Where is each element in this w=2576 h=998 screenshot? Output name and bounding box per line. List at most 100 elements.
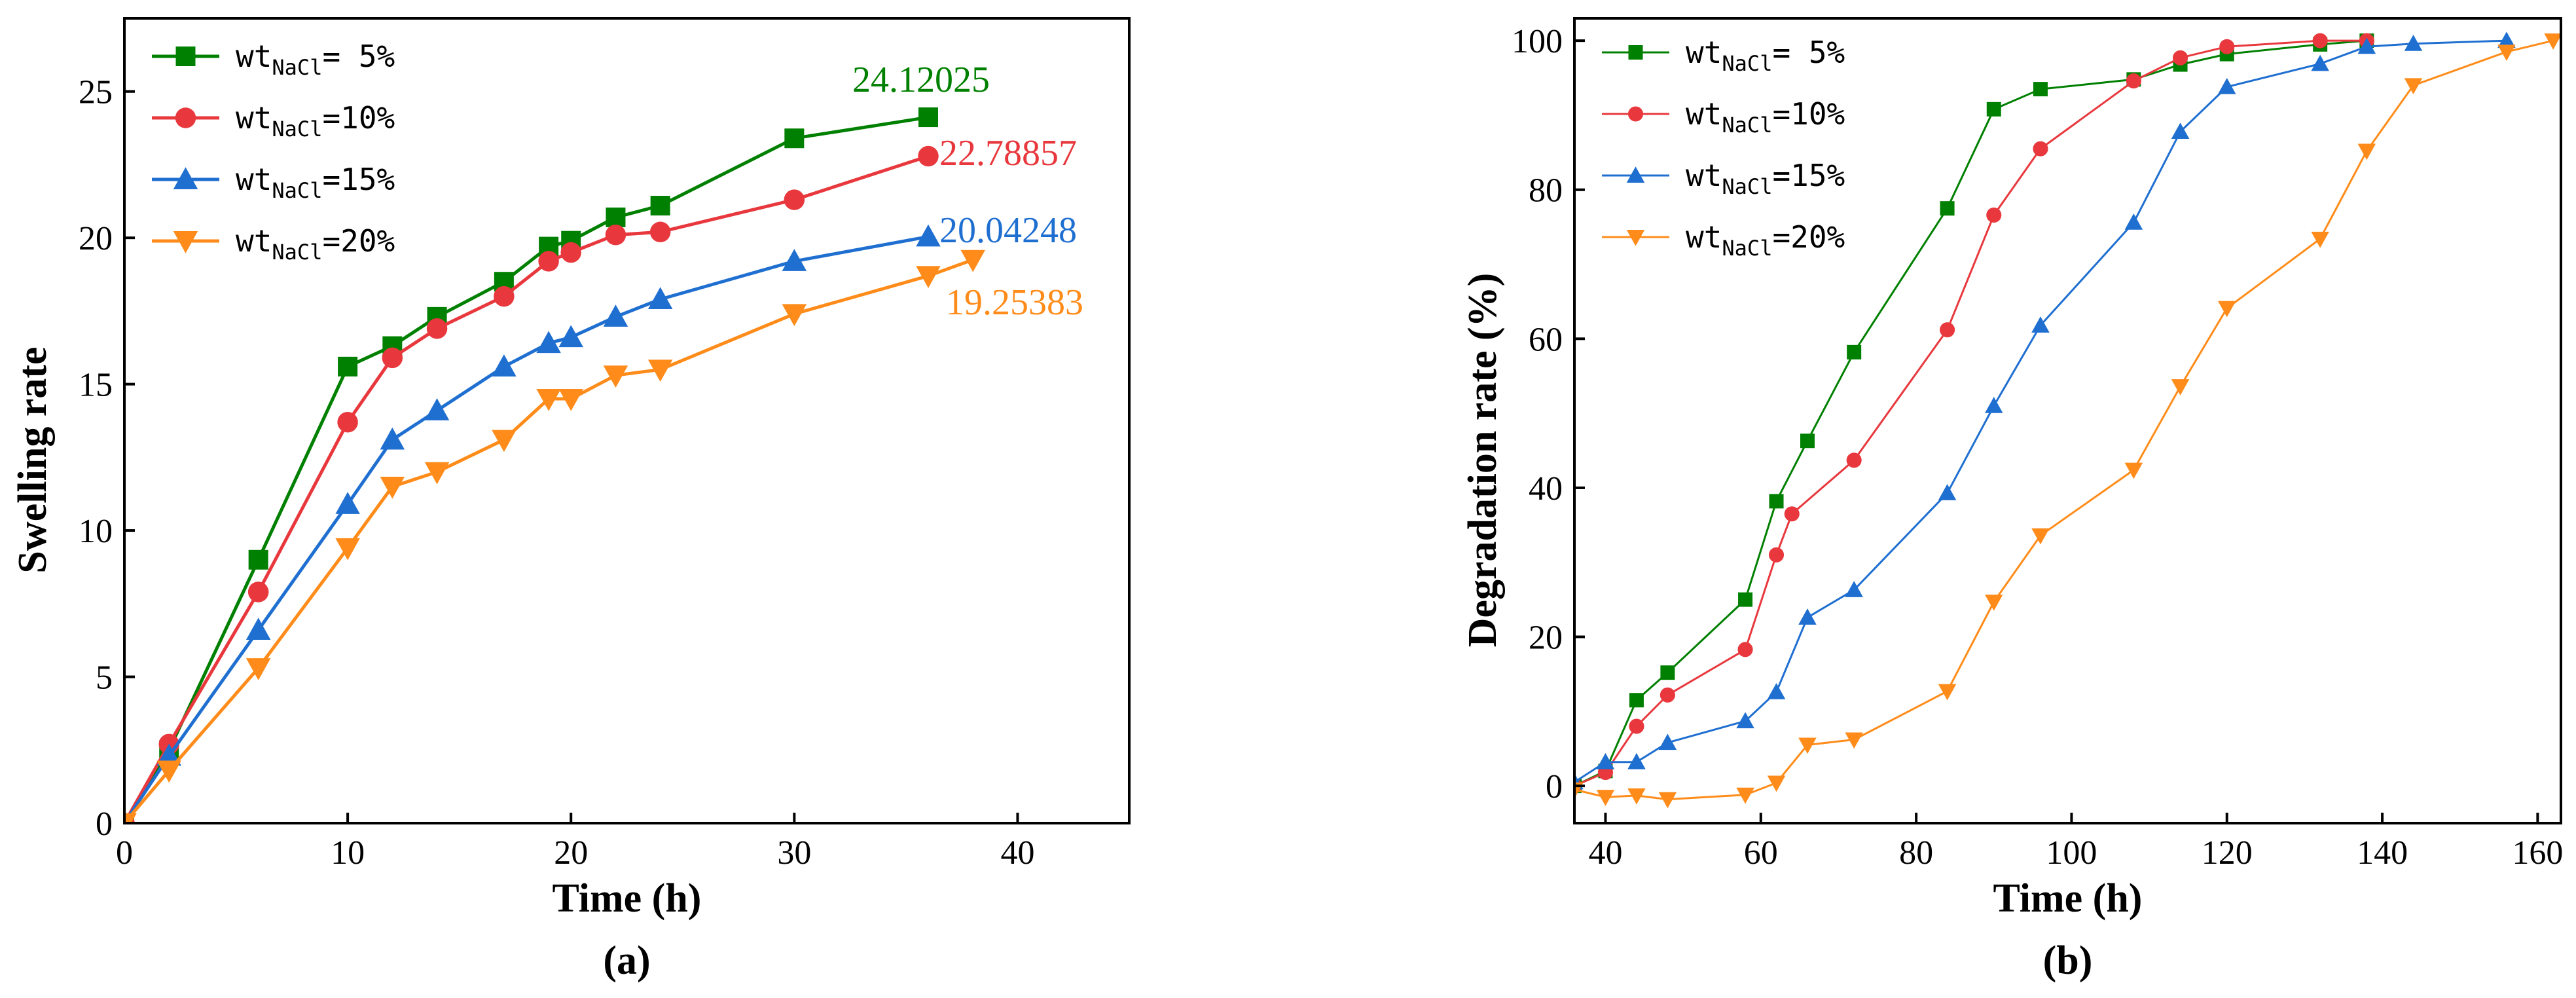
data-point-1-12 xyxy=(2173,50,2188,65)
data-label-3: 19.25383 xyxy=(946,282,1083,323)
data-point-2-11 xyxy=(782,249,807,271)
data-point-1-13 xyxy=(2219,39,2235,54)
data-point-3-13 xyxy=(2218,301,2236,318)
legend-marker xyxy=(1627,106,1644,122)
y-tick-label-3: 60 xyxy=(1529,321,1563,358)
data-point-3-8 xyxy=(558,388,583,411)
data-point-1-12 xyxy=(918,145,939,167)
data-point-1-5 xyxy=(1768,547,1785,563)
chart-panel-b: 40 60 80 100 120 140 160 0 20 40 60 80 100 Time (h) De… xyxy=(1460,17,2563,983)
data-point-2-15 xyxy=(2357,37,2376,54)
data-point-2-6 xyxy=(492,354,517,377)
data-point-0-3 xyxy=(338,356,358,377)
y-tick-label-3: 15 xyxy=(79,367,113,404)
legend-label-2: wtNaCl=15% xyxy=(236,162,395,203)
legend-item-1: wtNaCl=10% xyxy=(1602,96,1845,138)
data-label-1: 22.78857 xyxy=(939,133,1077,174)
data-point-3-18 xyxy=(2544,33,2561,50)
data-point-3-5 xyxy=(424,462,450,485)
y-tick-label-0: 0 xyxy=(96,805,113,843)
legend-marker xyxy=(175,46,196,66)
x-tick-label-0: 40 xyxy=(1588,834,1622,872)
data-point-2-5 xyxy=(1767,682,1786,699)
data-point-3-1 xyxy=(1596,790,1615,806)
data-point-3-12 xyxy=(916,266,941,289)
series-3 xyxy=(124,250,985,823)
data-point-3-10 xyxy=(2031,528,2050,545)
data-point-1-14 xyxy=(2312,33,2328,48)
legend-marker xyxy=(173,167,198,189)
data-point-2-17 xyxy=(2497,31,2516,48)
legend-marker xyxy=(175,107,196,128)
x-tick-label-1: 10 xyxy=(331,834,365,872)
legend-marker xyxy=(1626,230,1645,246)
legend: wtNaCl= 5% wtNaCl=10% wtNaCl=15% wtNaCl=20% xyxy=(152,39,395,265)
legend-item-0: wtNaCl= 5% xyxy=(152,39,395,80)
data-point-3-11 xyxy=(782,304,807,327)
data-point-3-7 xyxy=(1845,732,1863,749)
data-point-1-7 xyxy=(538,251,559,272)
data-point-2-6 xyxy=(1798,608,1817,625)
y-tick-label-4: 80 xyxy=(1529,172,1563,210)
x-tick-label-2: 20 xyxy=(554,834,588,872)
y-tick-label-5: 25 xyxy=(79,74,113,111)
data-point-3-6 xyxy=(492,430,517,453)
legend-marker xyxy=(1626,166,1645,183)
data-point-3-9 xyxy=(603,365,628,388)
legend-label-0: wtNaCl= 5% xyxy=(236,39,395,80)
data-point-2-10 xyxy=(2031,316,2050,333)
data-point-1-4 xyxy=(1737,642,1753,657)
legend-label-3: wtNaCl=20% xyxy=(1686,219,1845,261)
legend-label-2: wtNaCl=15% xyxy=(1686,158,1845,199)
legend-label-0: wtNaCl= 5% xyxy=(1686,35,1845,76)
x-tick-label-2: 80 xyxy=(1899,834,1933,872)
data-point-0-10 xyxy=(2033,82,2048,97)
data-point-3-16 xyxy=(2404,78,2423,95)
data-point-3-8 xyxy=(1938,684,1957,701)
data-point-0-6 xyxy=(1800,434,1815,449)
data-point-2-16 xyxy=(2404,34,2423,51)
data-point-3-9 xyxy=(1985,595,2003,611)
data-point-2-9 xyxy=(1985,396,2003,413)
legend-label-1: wtNaCl=10% xyxy=(1686,96,1845,138)
legend-item-3: wtNaCl=20% xyxy=(152,223,395,265)
x-tick-label-3: 30 xyxy=(777,834,811,872)
data-point-1-8 xyxy=(1940,322,1955,338)
data-point-1-5 xyxy=(426,318,448,339)
legend-item-0: wtNaCl= 5% xyxy=(1602,35,1845,76)
legend-marker xyxy=(173,231,198,253)
data-point-0-5 xyxy=(1769,494,1784,509)
data-point-1-9 xyxy=(605,224,626,246)
y-tick-label-5: 100 xyxy=(1512,23,1563,60)
series-line-0 xyxy=(1574,39,2367,787)
panel-label: (b) xyxy=(2043,938,2093,983)
x-tick-label-3: 100 xyxy=(2046,834,2097,872)
data-point-0-11 xyxy=(784,128,805,149)
y-tick-label-1: 5 xyxy=(96,659,113,697)
data-point-3-2 xyxy=(1627,788,1646,805)
data-point-1-3 xyxy=(1660,687,1675,703)
plot-area xyxy=(124,107,985,823)
data-point-3-4 xyxy=(1736,787,1754,804)
data-point-2-8 xyxy=(1938,484,1957,500)
data-label-2: 20.04248 xyxy=(939,210,1077,251)
data-point-2-9 xyxy=(603,305,628,327)
x-axis-label: Time (h) xyxy=(553,876,702,921)
data-point-0-7 xyxy=(1847,344,1862,360)
data-point-0-4 xyxy=(1738,592,1753,607)
legend-marker xyxy=(1628,45,1643,60)
data-point-0-12 xyxy=(918,107,938,128)
legend-item-3: wtNaCl=20% xyxy=(1602,219,1845,261)
data-point-2-3 xyxy=(1658,733,1677,750)
plot-frame xyxy=(1573,17,2562,824)
data-point-2-13 xyxy=(2218,77,2236,94)
data-point-1-7 xyxy=(1846,453,1862,468)
data-point-1-11 xyxy=(784,189,805,210)
data-point-2-12 xyxy=(2171,122,2190,139)
data-point-1-10 xyxy=(649,221,671,242)
data-point-0-3 xyxy=(1660,665,1675,680)
data-point-1-6 xyxy=(494,286,515,307)
data-point-3-6 xyxy=(1798,737,1817,754)
x-tick-label-1: 60 xyxy=(1744,834,1778,872)
data-point-3-10 xyxy=(647,360,673,382)
